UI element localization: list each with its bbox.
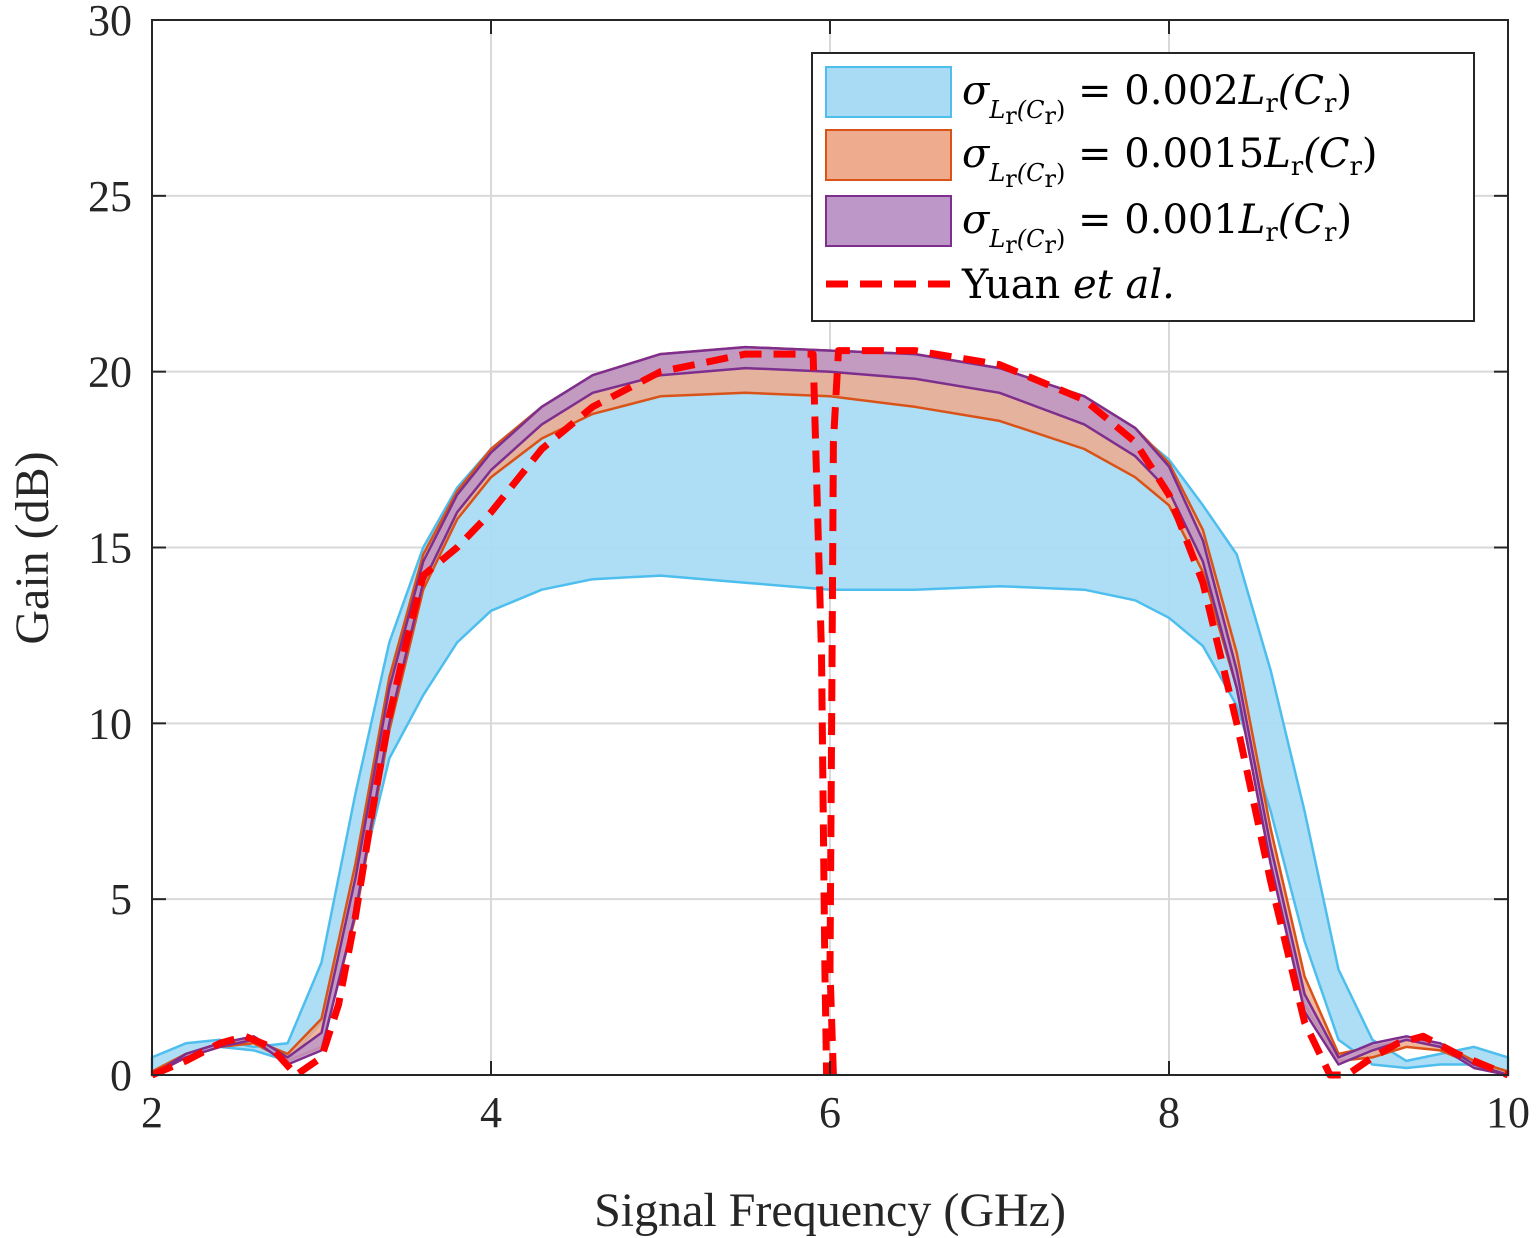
legend-swatch-0.0015 bbox=[825, 129, 952, 181]
y-tick-label-5: 5 bbox=[110, 875, 132, 924]
yuan-line-segment-1 bbox=[826, 347, 1510, 1079]
y-tick-label-30: 30 bbox=[88, 0, 132, 45]
y-tick-label-15: 15 bbox=[88, 524, 132, 573]
y-tick-label-20: 20 bbox=[88, 348, 132, 397]
x-tick-label-4: 4 bbox=[480, 1088, 502, 1137]
legend: σLr(Cr) = 0.002Lr(Cr) σLr(Cr) = 0.0015Lr… bbox=[811, 52, 1475, 322]
yuan-line-segment-0 bbox=[150, 350, 831, 1079]
legend-label-0.001: σLr(Cr) = 0.001Lr(Cr) bbox=[962, 197, 1352, 259]
y-tick-label-0: 0 bbox=[110, 1051, 132, 1100]
legend-label-yuan: Yuan et al. bbox=[961, 262, 1175, 308]
y-axis-title: Gain (dB) bbox=[6, 451, 59, 644]
ticks: 2 4 6 8 10 0 5 10 15 20 25 30 bbox=[88, 0, 1530, 1137]
x-axis-title: Signal Frequency (GHz) bbox=[594, 1184, 1066, 1237]
legend-label-0.002: σLr(Cr) = 0.002Lr(Cr) bbox=[962, 68, 1352, 130]
y-tick-label-10: 10 bbox=[88, 699, 132, 748]
x-tick-label-6: 6 bbox=[819, 1088, 841, 1137]
y-tick-label-25: 25 bbox=[88, 172, 132, 221]
x-tick-label-10: 10 bbox=[1486, 1088, 1530, 1137]
legend-swatch-0.001 bbox=[825, 195, 952, 247]
x-tick-label-8: 8 bbox=[1158, 1088, 1180, 1137]
legend-label-0.0015: σLr(Cr) = 0.0015Lr(Cr) bbox=[962, 131, 1378, 193]
x-tick-label-2: 2 bbox=[141, 1088, 163, 1137]
legend-swatch-0.002 bbox=[825, 66, 952, 118]
